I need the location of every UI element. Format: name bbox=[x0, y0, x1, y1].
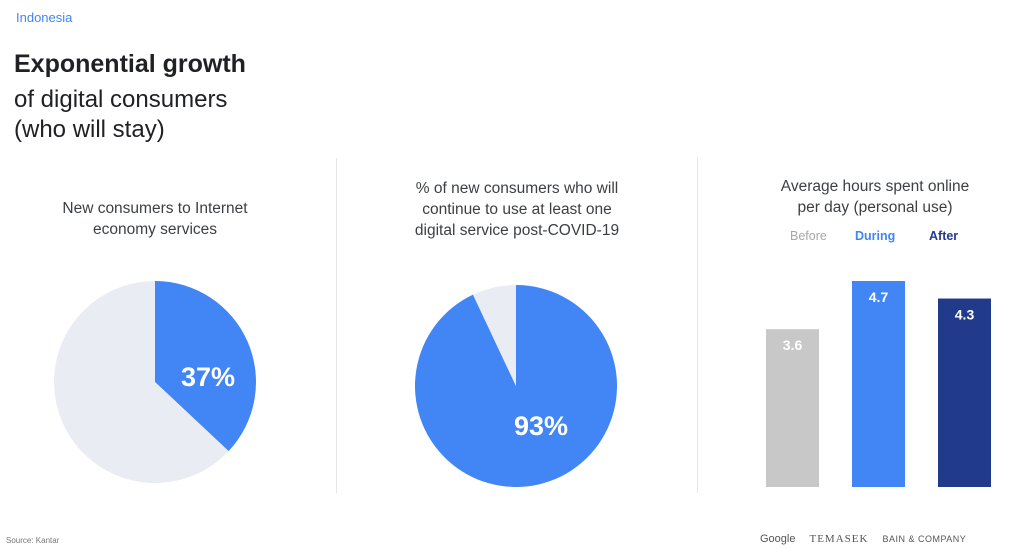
bar-label-during: 4.7 bbox=[869, 289, 889, 305]
bar-after bbox=[938, 298, 991, 487]
page-subtitle: of digital consumers (who will stay) bbox=[14, 86, 228, 143]
pie-new-consumers-slice-other bbox=[53, 280, 229, 483]
source-footnote: Source: Kantar bbox=[6, 536, 60, 545]
bar-label-before: 3.6 bbox=[783, 337, 803, 353]
legend-after: After bbox=[929, 229, 959, 243]
pie-new-consumers-data-label: 37% bbox=[181, 362, 235, 392]
panel-heading-new-consumers: New consumers to Internet economy servic… bbox=[62, 200, 248, 238]
bar-during bbox=[852, 281, 905, 487]
legend-before: Before bbox=[790, 229, 827, 243]
pie-continue-use-slice-will-continue bbox=[414, 285, 617, 488]
panel-heading-hours-online: Average hours spent online per day (pers… bbox=[780, 178, 970, 216]
region-label: Indonesia bbox=[16, 10, 73, 25]
bar-label-after: 4.3 bbox=[955, 307, 975, 323]
pie-continue-use-data-label: 93% bbox=[514, 411, 568, 441]
bain-logo: BAIN & COMPANY bbox=[882, 534, 967, 544]
panel-heading-continue-use: % of new consumers who will continue to … bbox=[414, 180, 620, 239]
partner-logos: Google TEMASEK BAIN & COMPANY bbox=[760, 533, 966, 545]
panel-divider bbox=[697, 158, 698, 493]
bar-before bbox=[766, 329, 819, 487]
panel-divider bbox=[336, 158, 337, 493]
temasek-logo: TEMASEK bbox=[809, 533, 869, 545]
pie-continue-use-slice-other bbox=[472, 285, 516, 386]
pie-new-consumers-slice-new-consumers bbox=[155, 281, 256, 452]
legend-during: During bbox=[855, 229, 896, 243]
page-title: Exponential growth bbox=[14, 50, 246, 78]
google-logo: Google bbox=[760, 533, 796, 545]
